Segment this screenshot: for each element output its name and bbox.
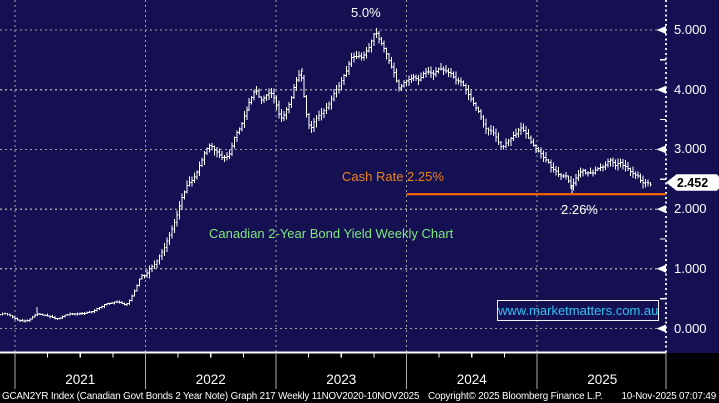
chart-title: Canadian 2-Year Bond Yield Weekly Chart — [209, 226, 454, 241]
peak-annotation: 5.0% — [351, 5, 381, 20]
y-axis-label-0: 0.000 — [674, 320, 707, 336]
cash-rate-label: Cash Rate 2.25% — [342, 169, 444, 184]
y-tick-arrow-icon — [656, 324, 666, 333]
y-tick-arrow-icon — [656, 145, 666, 154]
y-axis-label-2: 2.000 — [674, 201, 707, 217]
y-tick-arrow-icon — [656, 205, 666, 214]
y-axis-label-1: 1.000 — [674, 260, 707, 276]
footer-timestamp: 10-Nov-2025 07:07:49 — [621, 391, 717, 402]
plot-background — [0, 0, 719, 353]
watermark-link[interactable]: www.marketmatters.com.au — [497, 300, 659, 321]
x-axis-label-2025: 2025 — [587, 372, 618, 387]
footer-copyright: Copyright© 2025 Bloomberg Finance L.P. — [428, 391, 603, 402]
x-axis-label-2021: 2021 — [65, 372, 96, 387]
x-axis-label-2023: 2023 — [326, 372, 357, 387]
last-price-badge: 2.452 — [666, 174, 719, 191]
y-tick-arrow-icon — [656, 264, 666, 273]
y-axis-label-4: 4.000 — [674, 81, 707, 97]
x-axis-label-2024: 2024 — [456, 372, 487, 387]
y-tick-arrow-icon — [656, 85, 666, 94]
low-annotation: 2.26% — [561, 202, 598, 217]
y-tick-arrow-icon — [656, 26, 666, 34]
x-axis-label-2022: 2022 — [195, 372, 226, 387]
footer-security-info: GCAN2YR Index (Canadian Govt Bonds 2 Yea… — [2, 391, 420, 402]
y-axis-label-5: 5.000 — [674, 22, 707, 37]
price-bars — [0, 28, 652, 323]
status-bar: GCAN2YR Index (Canadian Govt Bonds 2 Yea… — [0, 390, 719, 403]
y-axis-label-3: 3.000 — [674, 141, 707, 157]
